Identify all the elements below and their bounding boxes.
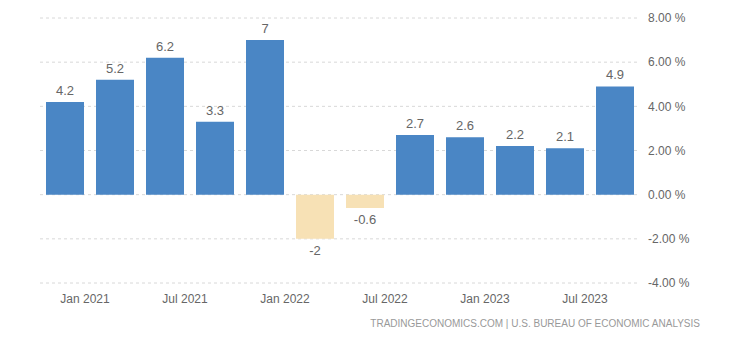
svg-text:0.00 %: 0.00 %: [648, 188, 686, 202]
svg-text:Jul 2022: Jul 2022: [362, 292, 408, 306]
svg-text:2.7: 2.7: [406, 116, 424, 131]
svg-text:Jan 2023: Jan 2023: [460, 292, 510, 306]
svg-text:-2.00 %: -2.00 %: [648, 232, 690, 246]
svg-text:Jul 2021: Jul 2021: [162, 292, 208, 306]
svg-text:6.2: 6.2: [156, 39, 174, 54]
svg-text:2.00 %: 2.00 %: [648, 144, 686, 158]
svg-text:-2: -2: [309, 243, 321, 258]
svg-text:Jan 2021: Jan 2021: [60, 292, 110, 306]
svg-text:2.1: 2.1: [556, 129, 574, 144]
svg-text:2.2: 2.2: [506, 127, 524, 142]
svg-text:-0.6: -0.6: [354, 212, 376, 227]
svg-text:4.00 %: 4.00 %: [648, 100, 686, 114]
svg-text:2.6: 2.6: [456, 118, 474, 133]
svg-text:3.3: 3.3: [206, 103, 224, 118]
svg-text:Jul 2023: Jul 2023: [562, 292, 608, 306]
svg-text:4.9: 4.9: [606, 67, 624, 82]
svg-text:8.00 %: 8.00 %: [648, 11, 686, 25]
svg-text:-4.00 %: -4.00 %: [648, 276, 690, 290]
svg-text:Jan 2022: Jan 2022: [260, 292, 310, 306]
html-text:TRADINGECONOMICS.COM | U.S. BU: TRADINGECONOMICS.COM | U.S. BUREAU OF EC…: [370, 318, 700, 329]
svg-text:7: 7: [261, 21, 268, 36]
svg-text:4.2: 4.2: [56, 83, 74, 98]
svg-text:6.00 %: 6.00 %: [648, 55, 686, 69]
svg-text:5.2: 5.2: [106, 61, 124, 76]
